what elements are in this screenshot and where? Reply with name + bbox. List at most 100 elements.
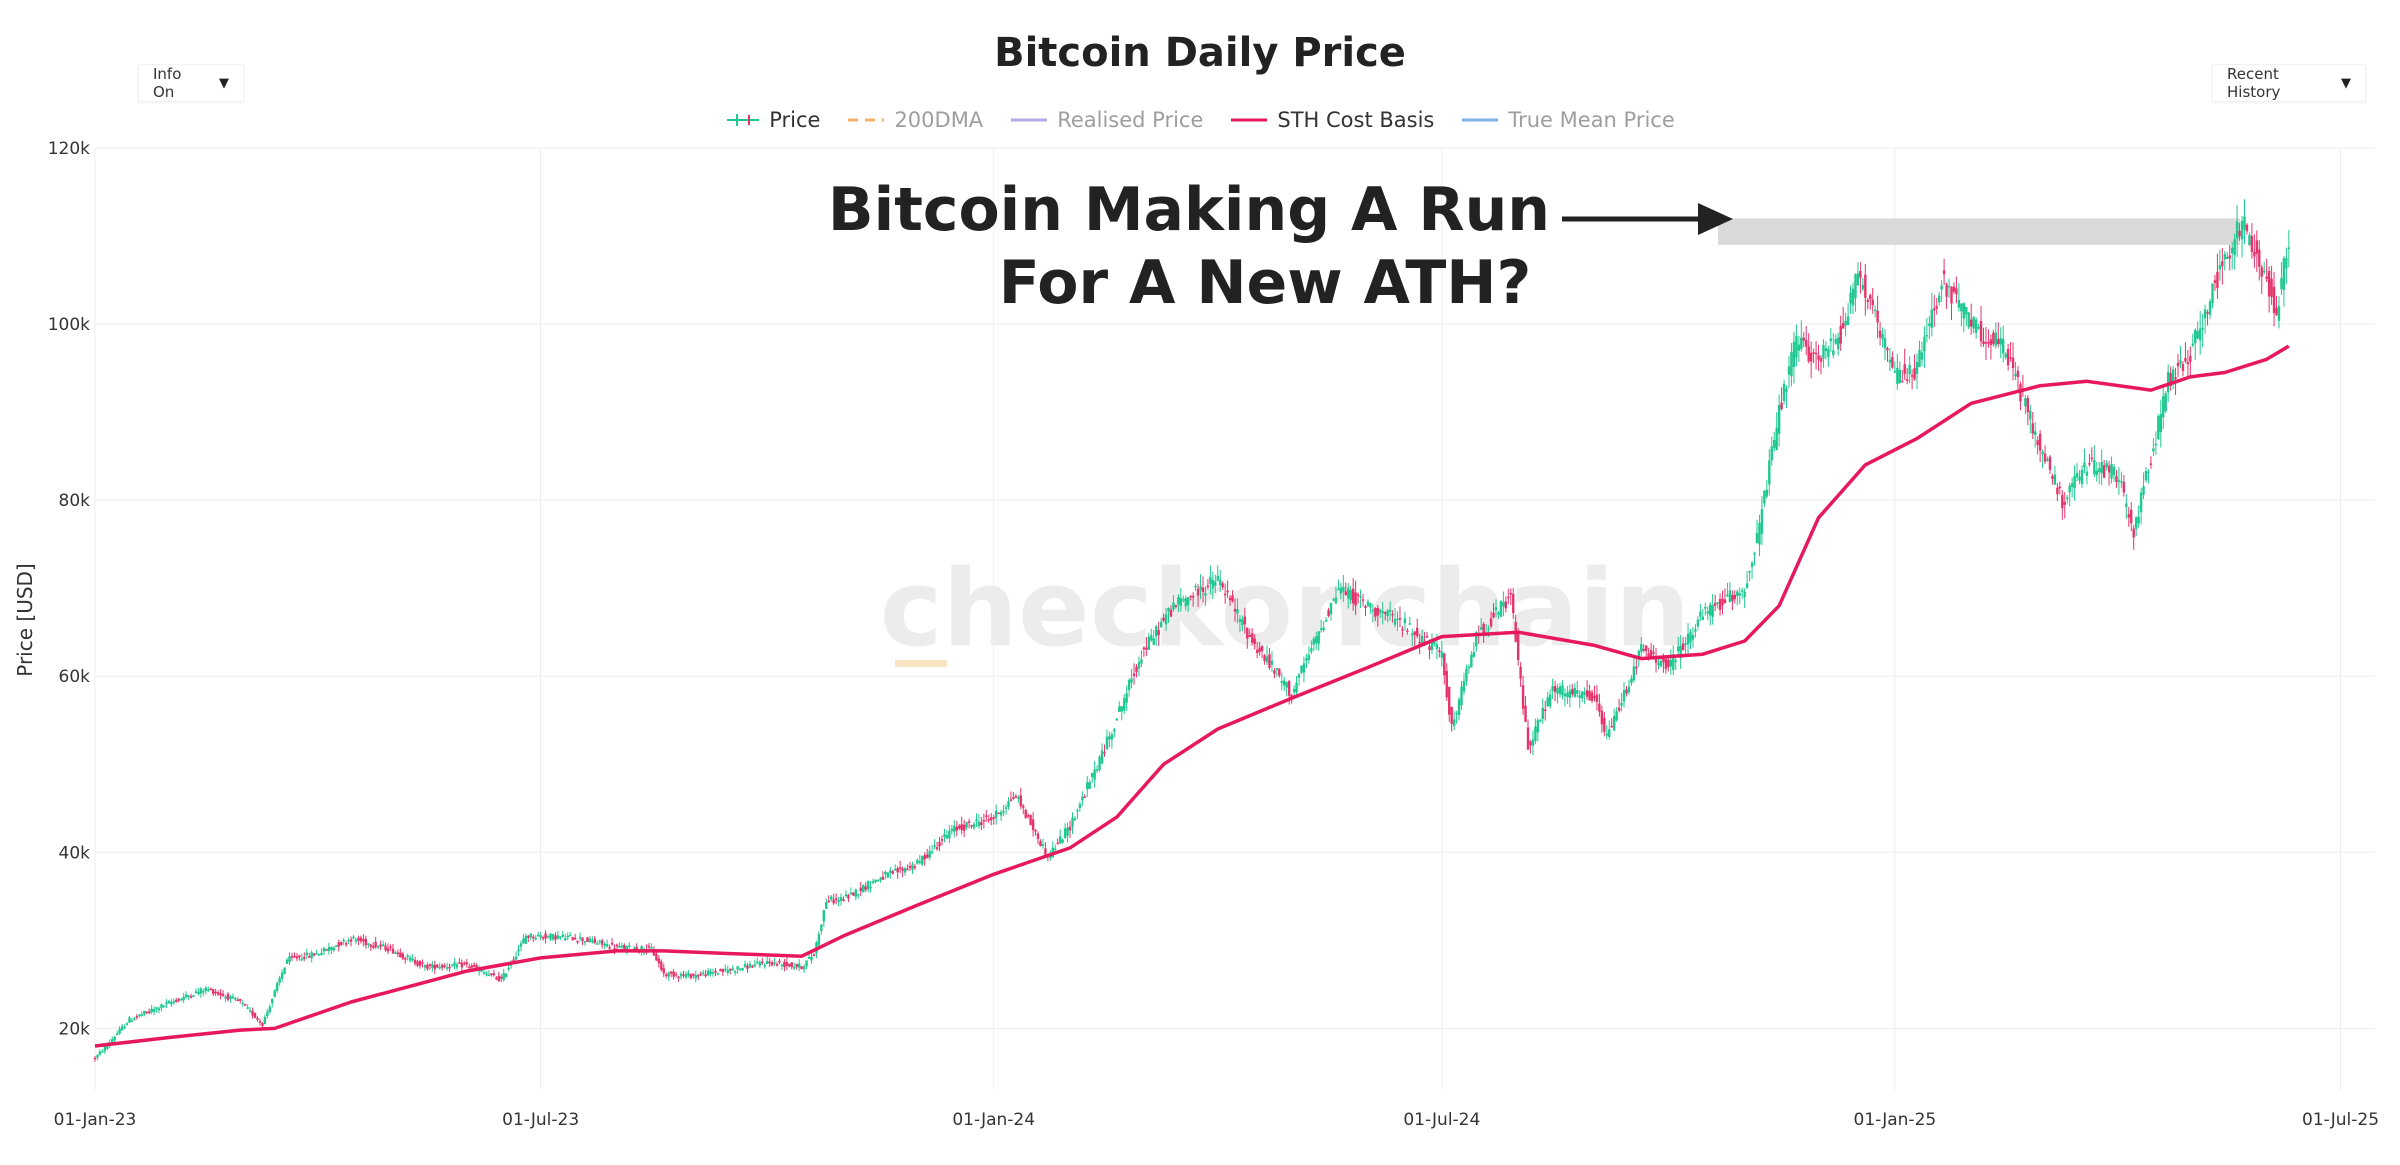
price-candle [1073,818,1077,820]
price-candle [1979,320,1983,342]
price-candle [130,1020,134,1022]
price-candle [1960,303,1963,312]
price-candle [317,953,321,956]
price-candle [1930,309,1934,328]
info-toggle-dropdown[interactable]: Info On ▼ [138,64,244,102]
price-candle [470,965,473,968]
price-candle [1253,638,1256,644]
price-candle [527,935,530,938]
price-candle [997,812,1000,815]
price-candle [2046,459,2049,461]
legend-item-price[interactable]: Price [725,108,820,132]
price-candle [583,941,587,943]
price-candle [2152,448,2155,452]
price-candle [239,998,242,1001]
price-candle [246,1007,249,1009]
price-candle [1684,643,1687,645]
price-candle [101,1051,104,1053]
price-candle [541,937,545,939]
price-candle [657,958,661,964]
price-candle [1805,340,1808,347]
price-candle [532,936,535,939]
price-candle [273,990,276,997]
price-candle [179,998,183,1001]
price-candle [507,967,510,970]
price-candle [1925,335,1929,337]
price-candle [236,999,240,1002]
price-candle [603,943,606,946]
price-candle [1699,611,1702,617]
price-candle [977,821,981,827]
price-candle [1216,575,1219,581]
price-candle [1475,631,1478,647]
price-candle [1640,644,1643,652]
price-candle [2132,528,2135,538]
price-candle [1989,339,1993,346]
price-candle [724,968,727,971]
price-candle [2270,278,2273,297]
price-candle [1955,288,1958,295]
price-candle [386,948,390,952]
price-candle [2191,343,2194,346]
price-candle [1312,638,1315,645]
price-candle [679,974,683,977]
price-candle [308,956,311,958]
price-candle [1548,694,1552,707]
price-candle [1209,576,1212,585]
legend-swatch-icon [1462,118,1499,122]
price-candle [682,974,685,976]
price-candle [704,974,707,977]
price-candle [1435,644,1439,649]
price-candle [1957,299,1961,308]
price-candle [1494,607,1498,611]
legend-swatch-icon [848,118,885,122]
legend-item-realised-price[interactable]: Realised Price [1009,108,1203,132]
price-candle [152,1008,156,1012]
price-candle [268,1006,272,1013]
price-candle [175,1000,178,1002]
price-candle [731,968,734,971]
price-candle [1081,796,1084,801]
caret-down-icon: ▼ [2341,75,2351,91]
price-candle [586,937,589,943]
price-candle [1492,612,1495,618]
price-candle [1460,686,1463,706]
price-candle [1199,586,1202,590]
price-candle [1578,695,1581,698]
price-candle [1822,344,1825,359]
history-range-dropdown[interactable]: Recent History ▼ [2212,64,2366,102]
price-candle [2184,357,2187,362]
price-candle [1443,653,1446,676]
price-candle [748,964,752,968]
price-candle [113,1036,116,1041]
price-candle [783,961,786,968]
price-candle [450,964,454,966]
price-candle [1344,591,1347,595]
price-candle [1219,579,1222,586]
price-candle [1169,609,1173,617]
price-candle [1403,618,1407,624]
price-candle [1058,836,1062,844]
price-candle [894,869,897,871]
price-candle [2125,503,2128,507]
price-candle [1233,609,1237,612]
price-candle [1182,599,1185,601]
price-candle [416,961,419,966]
price-candle [1189,595,1192,598]
legend-item-true-mean-price[interactable]: True Mean Price [1460,108,1675,132]
price-candle [891,871,894,874]
legend-item-sth-cost-basis[interactable]: STH Cost Basis [1229,108,1434,132]
price-candle [2026,398,2030,413]
price-candle [1273,670,1276,674]
price-candle [1969,319,1973,327]
price-candle [1381,611,1384,614]
price-candle [2233,239,2236,255]
price-candle [2260,267,2263,277]
price-candle [162,1005,166,1007]
legend-item-200dma[interactable]: 200DMA [846,108,983,132]
price-candle [96,1054,99,1058]
price-candle [950,828,954,832]
price-candle [2226,257,2229,259]
price-candle [2011,357,2015,369]
price-candle [1302,663,1306,673]
